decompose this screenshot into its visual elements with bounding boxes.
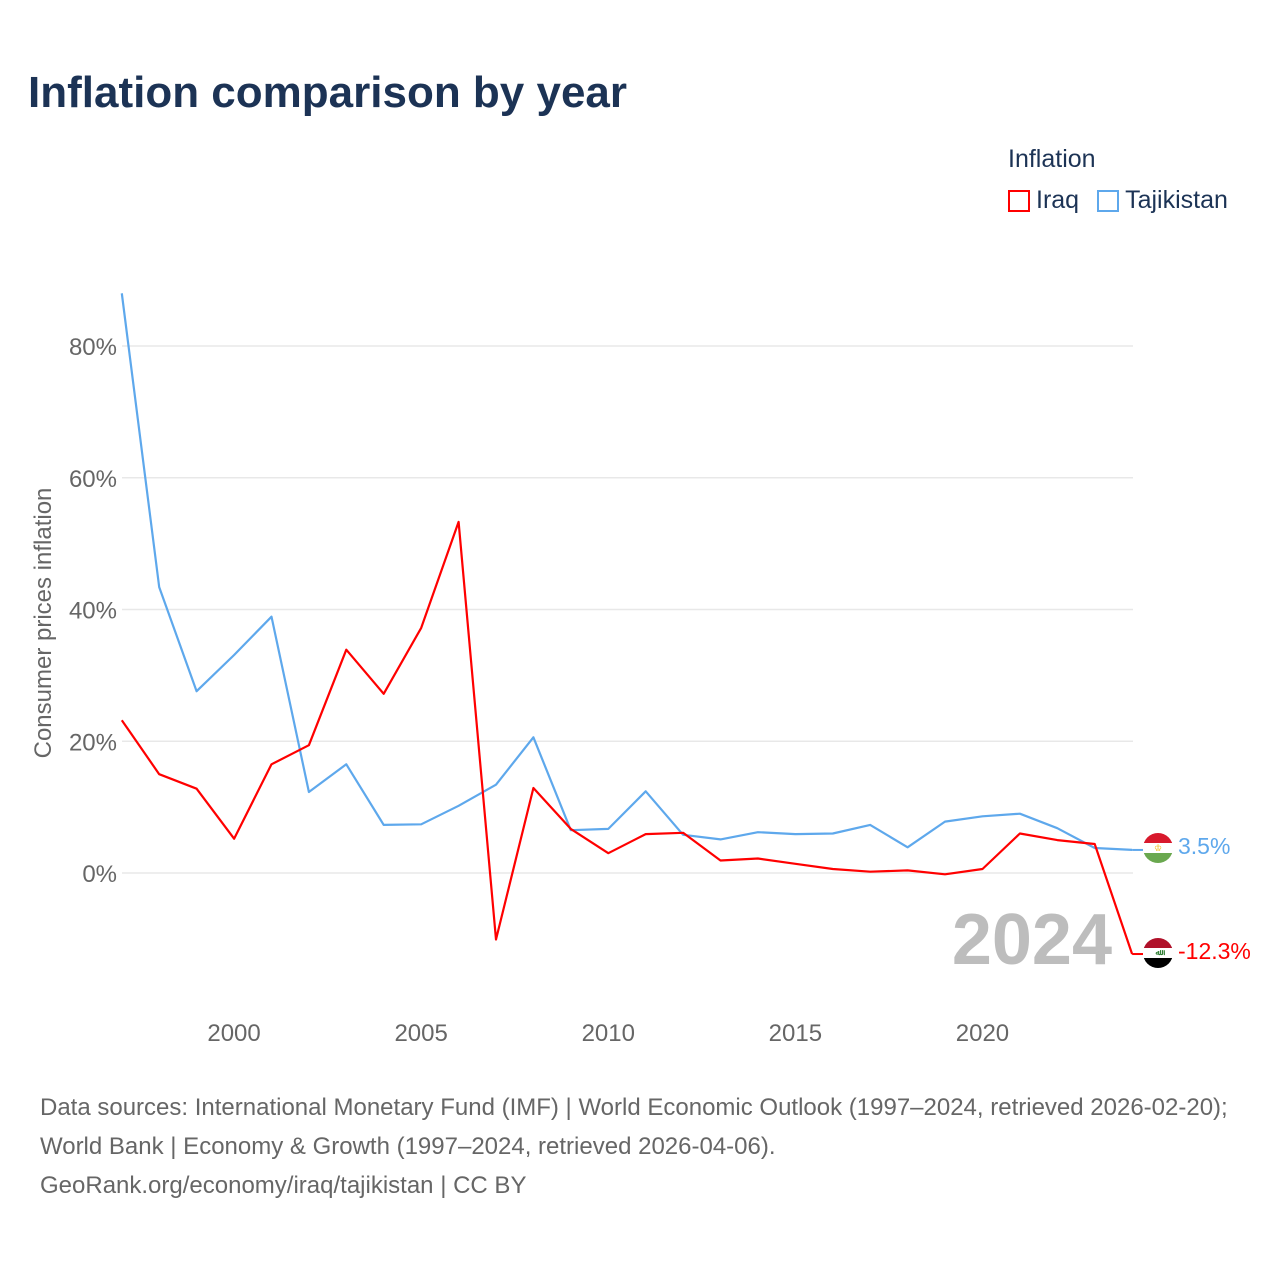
legend-label-iraq: Iraq (1036, 186, 1080, 214)
y-tick-label: 40% (69, 598, 117, 625)
y-tick-label: 80% (69, 334, 117, 361)
y-tick-label: 0% (82, 861, 117, 888)
series-line-iraq (120, 520, 1134, 955)
series-line-tajikistan (120, 293, 1133, 851)
x-tick-label: 2020 (956, 1020, 1009, 1047)
legend-swatch-tajikistan (1097, 189, 1120, 212)
x-tick-label: 2010 (582, 1020, 635, 1047)
x-tick-label: 2015 (769, 1020, 822, 1047)
iraq-end-label: -12.3% (1178, 938, 1251, 964)
y-tick-label: 20% (69, 729, 117, 756)
tajikistan-end-label: 3.5% (1178, 833, 1231, 859)
x-tick-label: 2005 (394, 1020, 447, 1047)
legend-label-tajikistan: Tajikistan (1125, 186, 1228, 214)
data-sources: Data sources: International Monetary Fun… (40, 1094, 1228, 1160)
tajikistan-flag-icon: ♔ (1143, 833, 1173, 863)
legend-item-iraq[interactable]: Iraq (1008, 186, 1079, 215)
legend-title: Inflation (1008, 145, 1096, 173)
legend: Iraq Tajikistan (1008, 186, 1228, 215)
legend-swatch-iraq (1008, 189, 1030, 212)
legend-item-tajikistan[interactable]: Tajikistan (1097, 186, 1228, 215)
y-axis-label: Consumer prices inflation (30, 488, 57, 759)
x-tick-label: 2000 (207, 1020, 260, 1047)
iraq-flag-icon: ﷲ (1143, 938, 1173, 968)
footer: Data sources: International Monetary Fun… (40, 1088, 1250, 1205)
y-tick-label: 60% (69, 466, 117, 493)
attribution: GeoRank.org/economy/iraq/tajikistan | CC… (40, 1172, 527, 1199)
chart-title: Inflation comparison by year (28, 68, 628, 117)
year-watermark: 2024 (952, 900, 1112, 980)
